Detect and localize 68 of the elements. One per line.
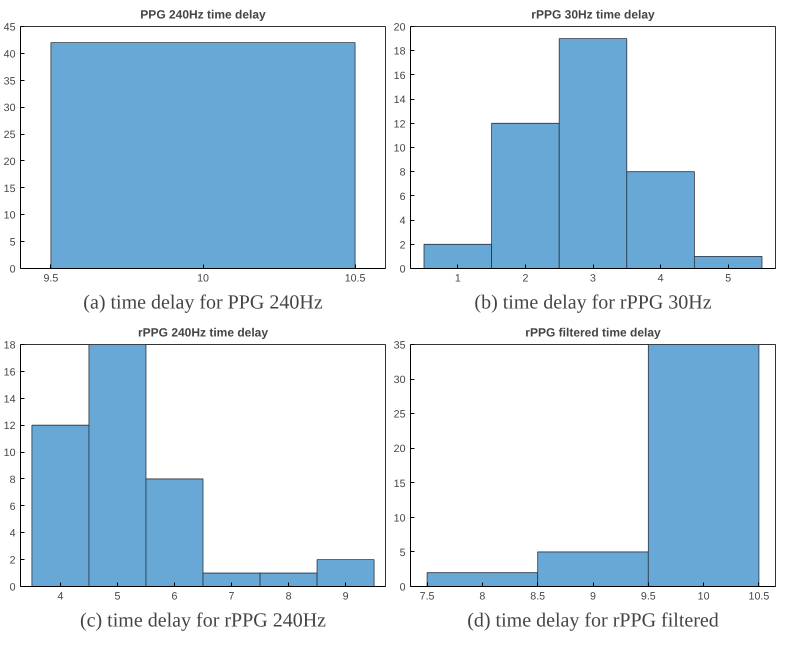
y-tick-label: 25 <box>394 408 406 421</box>
x-tick-label: 7.5 <box>420 590 435 602</box>
y-tick-label: 20 <box>394 443 406 456</box>
y-tick-label: 14 <box>4 393 16 406</box>
y-tick-label: 0 <box>400 582 406 594</box>
x-tick-label: 4 <box>57 590 64 602</box>
text: (a) time delay for PPG 240Hz <box>83 292 323 314</box>
x-tick-label: 4 <box>658 272 664 284</box>
y-tick-label: 20 <box>4 156 16 168</box>
y-tick-label: 20 <box>394 22 406 34</box>
y-tick-label: 0 <box>10 264 16 276</box>
y-tick-label: 14 <box>394 94 406 106</box>
x-tick-label: 10.5 <box>344 272 366 284</box>
y-tick-label: 35 <box>394 340 406 352</box>
y-tick-label: 12 <box>4 420 16 432</box>
y-tick-label: 6 <box>10 500 16 513</box>
chart-title: rPPG filtered time delay <box>525 326 662 340</box>
y-tick-label: 5 <box>10 236 16 249</box>
y-tick-label: 45 <box>4 22 16 34</box>
y-tick-label: 15 <box>4 182 16 195</box>
x-tick-label: 10 <box>197 272 209 284</box>
y-tick-label: 18 <box>394 46 406 58</box>
x-tick-label: 3 <box>590 272 596 284</box>
x-tick-label: 5 <box>725 272 732 284</box>
y-tick-label: 2 <box>10 554 16 567</box>
text: (b) time delay for rPPG 30Hz <box>474 292 712 314</box>
text: (c) time delay for rPPG 240Hz <box>80 610 326 632</box>
x-tick-label: 8 <box>479 590 486 602</box>
y-tick-label: 30 <box>394 374 406 386</box>
y-tick-label: 40 <box>4 48 16 60</box>
x-tick-label: 9.5 <box>640 590 656 602</box>
x-tick-label: 1 <box>454 272 461 284</box>
y-tick-label: 0 <box>400 264 406 276</box>
y-tick-label: 10 <box>394 512 406 524</box>
x-tick-label: 9 <box>342 590 349 602</box>
y-tick-label: 30 <box>4 102 16 114</box>
y-tick-label: 16 <box>4 366 16 378</box>
x-tick-label: 9 <box>590 590 596 602</box>
y-tick-label: 16 <box>394 70 406 82</box>
y-tick-label: 6 <box>400 190 406 203</box>
x-tick-label: 8 <box>286 590 292 602</box>
y-tick-label: 25 <box>4 129 16 142</box>
x-tick-label: 7 <box>228 590 235 602</box>
y-tick-label: 15 <box>394 478 406 490</box>
y-tick-label: 8 <box>400 166 406 179</box>
text: (d) time delay for rPPG filtered <box>467 610 719 632</box>
x-tick-label: 6 <box>172 590 178 602</box>
y-tick-label: 10 <box>4 210 16 222</box>
y-tick-label: 4 <box>10 528 16 540</box>
y-tick-label: 10 <box>394 142 406 154</box>
x-tick-label: 10.5 <box>748 590 770 602</box>
y-tick-label: 4 <box>400 215 406 228</box>
chart-title: rPPG 30Hz time delay <box>531 8 656 22</box>
x-tick-label: 9.5 <box>44 272 58 284</box>
x-tick-label: 5 <box>114 590 120 602</box>
y-tick-label: 8 <box>10 474 16 486</box>
chart-title: PPG 240Hz time delay <box>140 8 266 22</box>
y-tick-label: 5 <box>400 546 406 559</box>
x-tick-label: 10 <box>698 590 710 602</box>
x-tick-label: 8.5 <box>530 590 546 602</box>
y-tick-label: 10 <box>4 447 16 460</box>
chart-title: rPPG 240Hz time delay <box>138 326 268 340</box>
y-tick-label: 18 <box>4 340 16 352</box>
y-tick-label: 35 <box>4 75 16 88</box>
y-tick-label: 12 <box>394 118 406 130</box>
x-tick-label: 2 <box>522 272 528 284</box>
y-tick-label: 2 <box>400 239 406 252</box>
y-tick-label: 0 <box>10 582 16 594</box>
